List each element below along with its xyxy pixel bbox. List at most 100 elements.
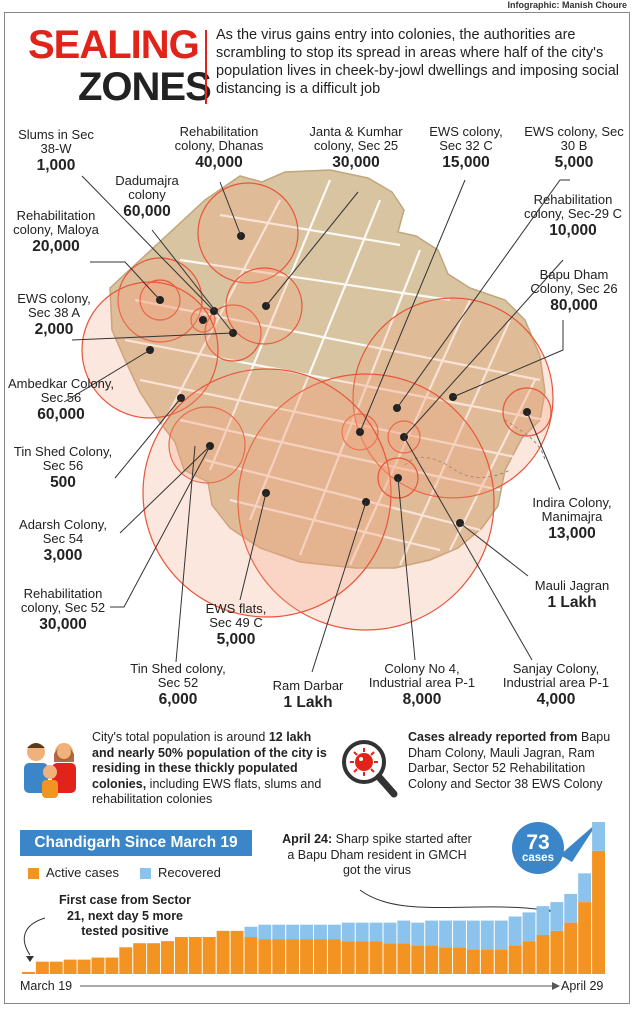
population-note: City's total population is around 12 lak…	[92, 730, 327, 806]
colony-label: EWS colony, Sec 30 B 5,000	[524, 124, 624, 171]
bar-active	[244, 937, 258, 974]
virus-magnifier-icon	[342, 740, 398, 798]
bar-active	[494, 949, 508, 974]
cases-note: Cases already reported from Bapu Dham Co…	[408, 730, 611, 791]
bar-active	[536, 934, 550, 974]
bar-active	[592, 850, 605, 974]
bar-recovered	[466, 920, 480, 950]
legend-label-active: Active cases	[46, 865, 119, 880]
bar-recovered	[286, 924, 300, 940]
bar-recovered	[522, 912, 536, 942]
bar-active	[411, 945, 425, 974]
bar-active	[105, 957, 119, 974]
bar-active	[188, 937, 202, 974]
colony-label: EWS colony, Sec 38 A 2,000	[17, 291, 91, 338]
bar-active	[300, 939, 313, 974]
colony-label: EWS flats, Sec 49 C 5,000	[205, 601, 267, 648]
bar-active	[202, 937, 216, 974]
bar-recovered	[508, 916, 522, 946]
bar-active	[355, 941, 369, 974]
x-axis-end-label: April 29	[561, 979, 604, 993]
colony-label: Adarsh Colony, Sec 54 3,000	[19, 517, 107, 564]
bar-active	[147, 943, 161, 974]
bar-active	[369, 941, 383, 974]
bar-active	[258, 939, 272, 974]
legend-swatch-active	[28, 868, 39, 879]
bar-active	[286, 939, 300, 974]
bar-recovered	[578, 873, 592, 903]
legend-label-recovered: Recovered	[158, 865, 221, 880]
bar-active	[327, 939, 341, 974]
peak-cases-unit: cases	[522, 852, 554, 864]
spike-note: April 24: Sharp spike started after a Ba…	[282, 832, 472, 877]
bar-recovered	[550, 902, 564, 931]
bar-active	[425, 945, 439, 974]
credit: Infographic: Manish Choure	[507, 0, 627, 10]
bar-active	[564, 922, 578, 974]
bar-recovered	[397, 920, 411, 944]
bar-active	[272, 939, 286, 974]
bar-recovered	[425, 920, 439, 946]
bar-active	[550, 930, 564, 974]
peak-cases-value: 73	[526, 831, 550, 854]
bar-active	[383, 943, 397, 974]
bar-active	[174, 937, 188, 974]
bar-active	[466, 949, 480, 974]
colony-label: Indira Colony, Manimajra 13,000	[532, 495, 612, 542]
bar-active	[480, 949, 494, 974]
bar-active	[341, 941, 355, 974]
bar-active	[22, 971, 35, 974]
colony-label: Bapu Dham Colony, Sec 26 80,000	[530, 267, 618, 314]
bar-active	[453, 947, 466, 974]
bar-recovered	[564, 893, 578, 923]
bar-recovered	[300, 924, 313, 940]
colony-label: Rehabilitation colony, Sec-29 C 10,000	[523, 192, 623, 239]
colony-label: Mauli Jagran 1 Lakh	[534, 578, 610, 611]
colony-label: Janta & Kumhar colony, Sec 25 30,000	[309, 124, 403, 171]
bar-active	[91, 957, 105, 974]
bar-recovered	[314, 924, 327, 940]
bar-active	[77, 959, 91, 974]
colony-label: Rehabilitation colony, Dhanas 40,000	[174, 124, 264, 171]
colony-label: Sanjay Colony, Industrial area P-1 4,000	[502, 661, 610, 708]
bar-active	[63, 959, 77, 974]
bar-recovered	[341, 922, 355, 942]
colony-label: Colony No 4, Industrial area P-1 8,000	[368, 661, 476, 708]
bar-recovered	[258, 924, 272, 940]
bar-active	[216, 930, 230, 974]
bar-active	[230, 930, 244, 974]
colony-label: Ram Darbar 1 Lakh	[272, 678, 344, 711]
bar-recovered	[536, 906, 550, 935]
legend-swatch-recovered	[140, 868, 151, 879]
bar-active	[578, 902, 592, 974]
colony-label: Ambedkar Colony, Sec 56 60,000	[8, 376, 114, 423]
bar-recovered	[592, 822, 605, 851]
bar-active	[119, 947, 133, 974]
intro-text: As the virus gains entry into colonies, …	[216, 27, 619, 97]
bar-active	[314, 939, 327, 974]
bar-recovered	[411, 922, 425, 946]
bar-active	[133, 943, 147, 974]
bar-active	[439, 947, 453, 974]
bar-recovered	[383, 922, 397, 944]
x-axis-start-label: March 19	[20, 979, 73, 993]
colony-label: Tin Shed colony, Sec 52 6,000	[130, 661, 226, 708]
title-divider	[205, 30, 207, 104]
bar-recovered	[480, 920, 494, 950]
first-case-note: First case from Sector 21, next day 5 mo…	[59, 893, 191, 938]
bar-active	[35, 961, 49, 974]
bar-recovered	[272, 924, 286, 940]
bar-active	[522, 941, 536, 974]
colony-label: Rehabilitation colony, Sec 52 30,000	[20, 586, 106, 633]
bar-active	[161, 941, 174, 974]
city-outline	[109, 169, 546, 569]
bar-recovered	[453, 920, 466, 948]
bar-active	[397, 943, 411, 974]
colony-label: Slums in Sec 38-W 1,000	[18, 127, 94, 174]
bar-recovered	[494, 920, 508, 950]
title-line-1: SEALING	[28, 23, 200, 67]
bar-recovered	[355, 922, 369, 942]
bar-recovered	[439, 920, 453, 948]
